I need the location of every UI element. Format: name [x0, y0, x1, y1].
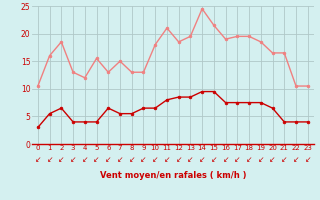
Text: ↙: ↙: [93, 155, 100, 164]
Text: ↙: ↙: [140, 155, 147, 164]
Text: ↙: ↙: [105, 155, 111, 164]
Text: ↙: ↙: [70, 155, 76, 164]
Text: ↙: ↙: [187, 155, 194, 164]
Text: ↙: ↙: [35, 155, 41, 164]
Text: ↙: ↙: [46, 155, 53, 164]
Text: ↙: ↙: [211, 155, 217, 164]
Text: ↙: ↙: [234, 155, 241, 164]
Text: ↙: ↙: [258, 155, 264, 164]
Text: ↙: ↙: [199, 155, 205, 164]
Text: ↙: ↙: [293, 155, 299, 164]
Text: ↙: ↙: [305, 155, 311, 164]
Text: ↙: ↙: [222, 155, 229, 164]
Text: ↙: ↙: [152, 155, 158, 164]
Text: ↙: ↙: [246, 155, 252, 164]
Text: ↙: ↙: [164, 155, 170, 164]
Text: ↙: ↙: [117, 155, 123, 164]
Text: ↙: ↙: [175, 155, 182, 164]
Text: ↙: ↙: [281, 155, 287, 164]
X-axis label: Vent moyen/en rafales ( km/h ): Vent moyen/en rafales ( km/h ): [100, 171, 246, 180]
Text: ↙: ↙: [269, 155, 276, 164]
Text: ↙: ↙: [129, 155, 135, 164]
Text: ↙: ↙: [82, 155, 88, 164]
Text: ↙: ↙: [58, 155, 65, 164]
